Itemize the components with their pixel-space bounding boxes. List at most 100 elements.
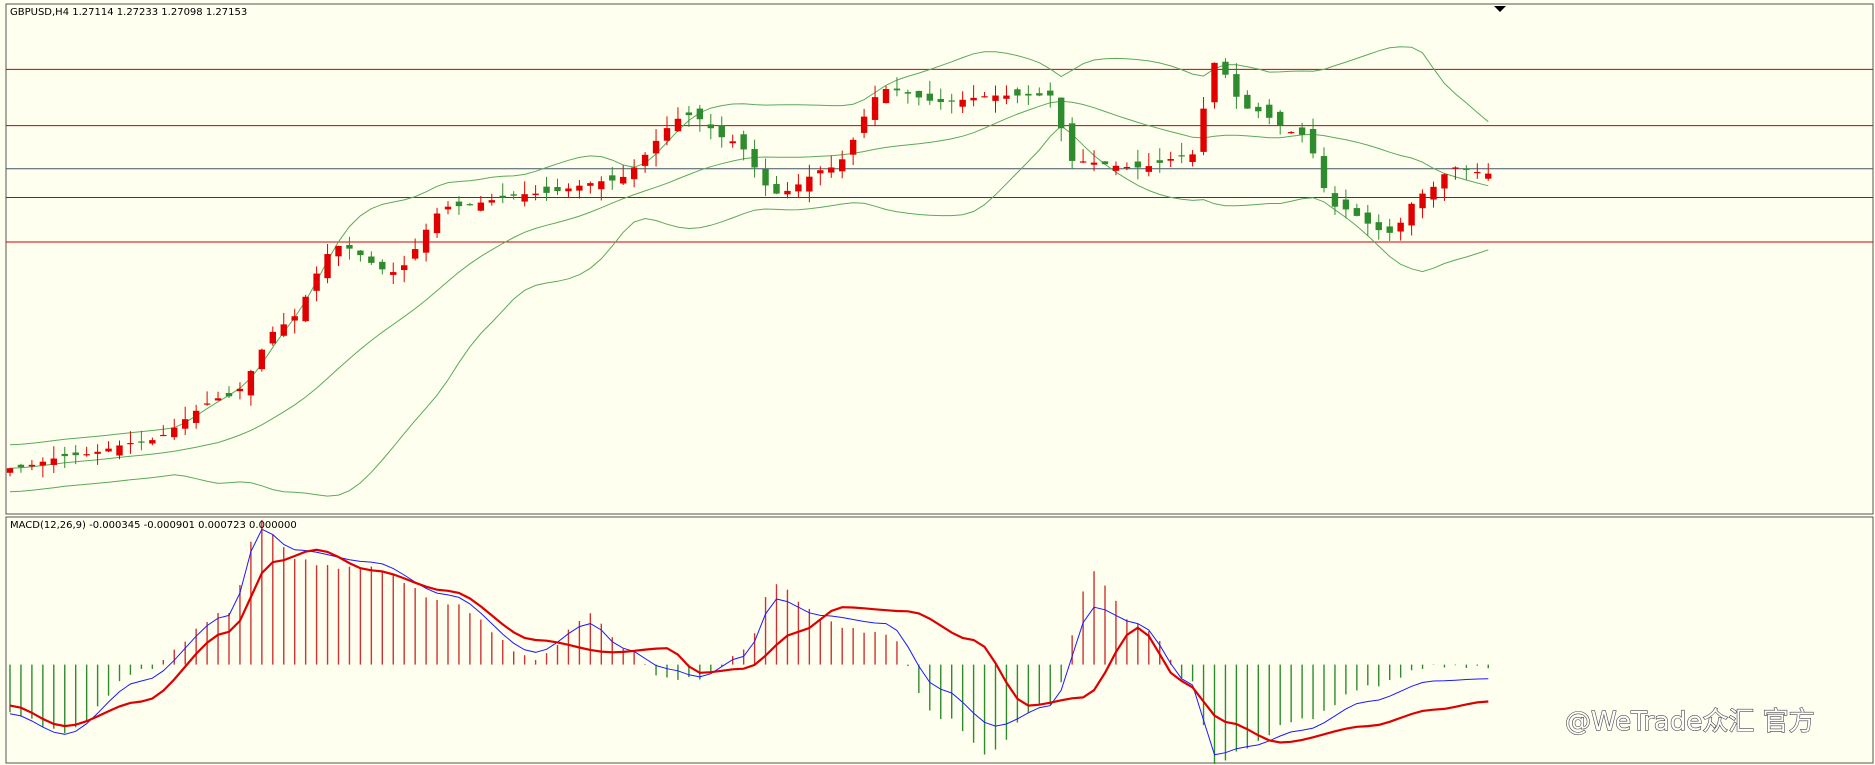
macd-histogram (9, 520, 1489, 764)
candle-body (1353, 208, 1361, 216)
candles (6, 58, 1492, 478)
candle-126 (1386, 218, 1393, 241)
candle-75 (828, 155, 835, 178)
candle-body (795, 184, 802, 192)
candle-114 (1255, 102, 1262, 119)
candle-113 (1244, 90, 1251, 109)
candle-128 (1408, 202, 1415, 236)
candle-body (521, 194, 528, 202)
candle-body (138, 441, 145, 443)
candle-body (1222, 61, 1229, 75)
candle-body (1287, 132, 1295, 134)
candle-92 (1014, 87, 1021, 104)
candle-body (849, 139, 857, 155)
candle-30 (335, 245, 342, 267)
watermark: @WeTrade众汇 官方 (1565, 707, 1815, 737)
candle-61 (674, 107, 682, 132)
candle-body (1068, 123, 1076, 161)
candle-39 (433, 207, 441, 238)
bollinger-bands (9, 46, 1489, 497)
candle-19 (214, 391, 222, 401)
macd-lines (9, 528, 1489, 756)
candle-body (1189, 154, 1196, 162)
candle-body (773, 184, 780, 194)
candle-24 (269, 326, 276, 346)
candle-body (641, 154, 649, 166)
candle-120 (1320, 147, 1328, 193)
candle-body (50, 458, 57, 465)
candle-body (740, 134, 747, 150)
candle-93 (1025, 85, 1032, 106)
candle-31 (346, 236, 353, 260)
candle-body (39, 461, 47, 466)
candle-body (1003, 95, 1010, 99)
candle-body (1047, 90, 1054, 96)
candle-133 (1463, 165, 1470, 180)
candle-body (1320, 156, 1328, 189)
candle-body (1474, 172, 1481, 174)
candle-52 (576, 180, 583, 199)
candle-body (893, 88, 901, 91)
candle-99 (1090, 150, 1098, 172)
candle-body (587, 183, 594, 186)
candle-body (116, 445, 123, 456)
candle-body (214, 398, 222, 401)
candle-125 (1375, 214, 1382, 240)
candle-129 (1419, 189, 1426, 219)
candle-body (860, 116, 868, 133)
macd-main-line (9, 528, 1489, 756)
candle-81 (893, 77, 901, 97)
candle-28 (313, 266, 320, 302)
candle-body (915, 90, 923, 98)
candle-body (192, 410, 200, 423)
candle-body (685, 112, 693, 116)
candle-body (1014, 89, 1021, 96)
candle-body (598, 181, 605, 190)
candle-body (696, 108, 704, 120)
candle-body (576, 185, 583, 191)
horizontal-levels (6, 68, 1873, 243)
candle-body (1255, 106, 1262, 112)
candle-8 (94, 444, 101, 465)
candle-body (411, 249, 419, 259)
candle-22 (247, 369, 255, 406)
candle-body (1025, 93, 1032, 96)
candle-69 (762, 158, 769, 197)
candle-body (127, 443, 134, 445)
candle-33 (368, 251, 375, 265)
candle-body (280, 324, 287, 336)
candle-95 (1047, 82, 1054, 108)
candle-104 (1145, 153, 1152, 177)
candle-body (171, 427, 178, 438)
candle-body (236, 388, 244, 392)
candle-26 (291, 308, 298, 334)
candle-body (674, 118, 682, 132)
candle-124 (1364, 205, 1371, 236)
candle-11 (127, 431, 134, 454)
candle-body (751, 149, 758, 168)
candle-63 (696, 104, 704, 132)
candle-body (630, 167, 638, 180)
candle-1 (17, 463, 25, 473)
candle-20 (225, 386, 233, 399)
price-panel-frame (5, 3, 1874, 515)
candle-body (105, 448, 112, 452)
candle-body (466, 204, 474, 206)
candle-122 (1342, 189, 1350, 219)
candle-body (203, 403, 211, 405)
candle-body (959, 99, 966, 107)
candle-body (510, 194, 517, 196)
candle-42 (466, 202, 474, 206)
candle-132 (1452, 166, 1459, 180)
candle-body (1123, 166, 1131, 169)
candle-131 (1441, 173, 1448, 201)
candle-body (718, 125, 725, 138)
candle-5 (61, 446, 68, 468)
candle-body (269, 331, 276, 344)
candle-130 (1430, 181, 1437, 208)
candle-25 (280, 312, 287, 338)
candle-body (1178, 155, 1185, 157)
shift-marker-icon[interactable] (1494, 6, 1506, 12)
candle-body (926, 93, 933, 101)
